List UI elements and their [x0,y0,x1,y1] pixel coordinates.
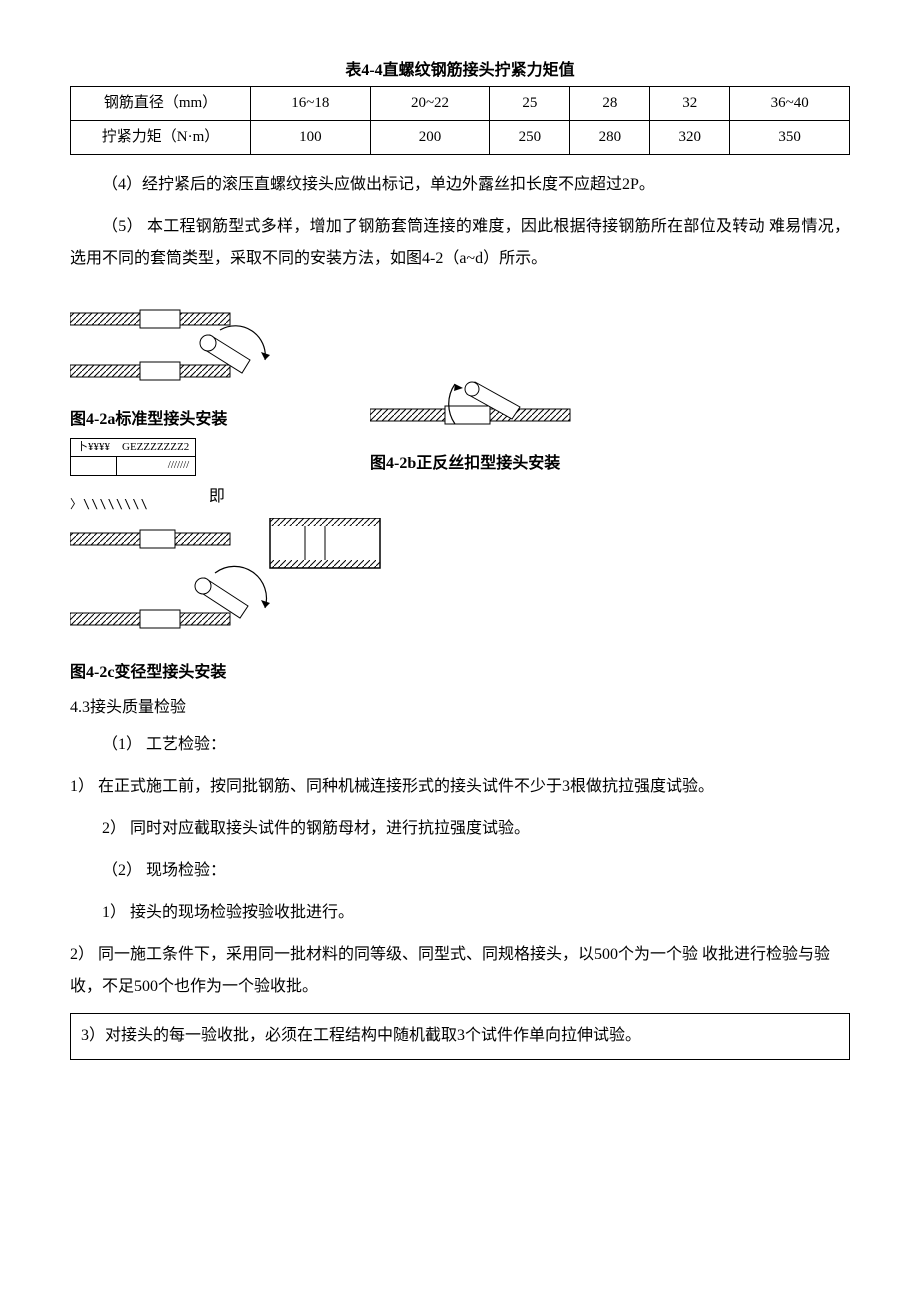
fig-2c: 图4-2c变径型接头安装 [70,518,850,684]
row2-label: 拧紧力矩（N·m） [71,121,251,155]
note2: GEZZZZZZZ2 [116,438,196,456]
fig-2a-note-table: 卜¥¥¥¥ GEZZZZZZZ2 /////// [70,438,196,476]
fig-2b-svg [370,379,610,449]
v3: 280 [570,121,650,155]
v1: 200 [370,121,490,155]
note1: 卜¥¥¥¥ [71,438,117,456]
v4: 320 [650,121,730,155]
torque-table: 钢筋直径（mm） 16~18 20~22 25 28 32 36~40 拧紧力矩… [70,86,850,155]
fig-2b: 图4-2b正反丝扣型接头安装 [370,379,610,475]
v5: 350 [730,121,850,155]
c2: 25 [490,87,570,121]
fig-2c-svg [70,518,390,658]
item-2-2-text: 2） 同一施工条件下，采用同一批材料的同等级、同型式、同规格接头，以500个为一… [70,946,830,995]
table-title: 表4-4直螺纹钢筋接头拧紧力矩值 [70,60,850,82]
fig-2a-svg [70,305,290,405]
v2: 250 [490,121,570,155]
c0: 16~18 [251,87,371,121]
figure-row-1: 图4-2a标准型接头安装 卜¥¥¥¥ GEZZZZZZZ2 /////// 图4… [70,305,850,475]
fig-2b-caption: 图4-2b正反丝扣型接头安装 [370,453,610,475]
item-2: （2） 现场检验： [70,855,850,887]
c4: 32 [650,87,730,121]
hatch2: 即 [209,486,225,508]
c5: 36~40 [730,87,850,121]
item-1-1-text: 1） 在正式施工前，按同批钢筋、同种机械连接形式的接头试件不少于3根做抗拉强度试… [70,778,714,795]
c3: 28 [570,87,650,121]
sec-4-3-head: 4.3接头质量检验 [70,697,850,719]
item-2-3: 3）对接头的每一验收批，必须在工程结构中随机截取3个试件作单向拉伸试验。 [81,1027,641,1044]
fig-2a: 图4-2a标准型接头安装 卜¥¥¥¥ GEZZZZZZZ2 /////// [70,305,290,475]
item-1-1: 1） 在正式施工前，按同批钢筋、同种机械连接形式的接头试件不少于3根做抗拉强度试… [70,771,850,803]
fig-2c-caption: 图4-2c变径型接头安装 [70,662,850,684]
item-2-2: 2） 同一施工条件下，采用同一批材料的同等级、同型式、同规格接头，以500个为一… [70,939,850,1003]
hatch1: 〉\\\\\\\\ [70,496,149,513]
note3: /////// [116,457,196,475]
item-1: （1） 工艺检验： [70,729,850,761]
item-2-1: 1） 接头的现场检验按验收批进行。 [70,897,850,929]
v0: 100 [251,121,371,155]
row1-label: 钢筋直径（mm） [71,87,251,121]
hatch-row: 〉\\\\\\\\ 即 [70,476,850,519]
item-1-2: 2） 同时对应截取接头试件的钢筋母材，进行抗拉强度试验。 [70,813,850,845]
para-4: （4）经拧紧后的滚压直螺纹接头应做出标记，单边外露丝扣长度不应超过2P。 [70,169,850,201]
c1: 20~22 [370,87,490,121]
item-2-3-box: 3）对接头的每一验收批，必须在工程结构中随机截取3个试件作单向拉伸试验。 [70,1013,850,1060]
para-5: （5） 本工程钢筋型式多样，增加了钢筋套筒连接的难度，因此根据待接钢筋所在部位及… [70,211,850,275]
note-empty [71,457,117,475]
fig-2a-caption: 图4-2a标准型接头安装 [70,409,290,431]
